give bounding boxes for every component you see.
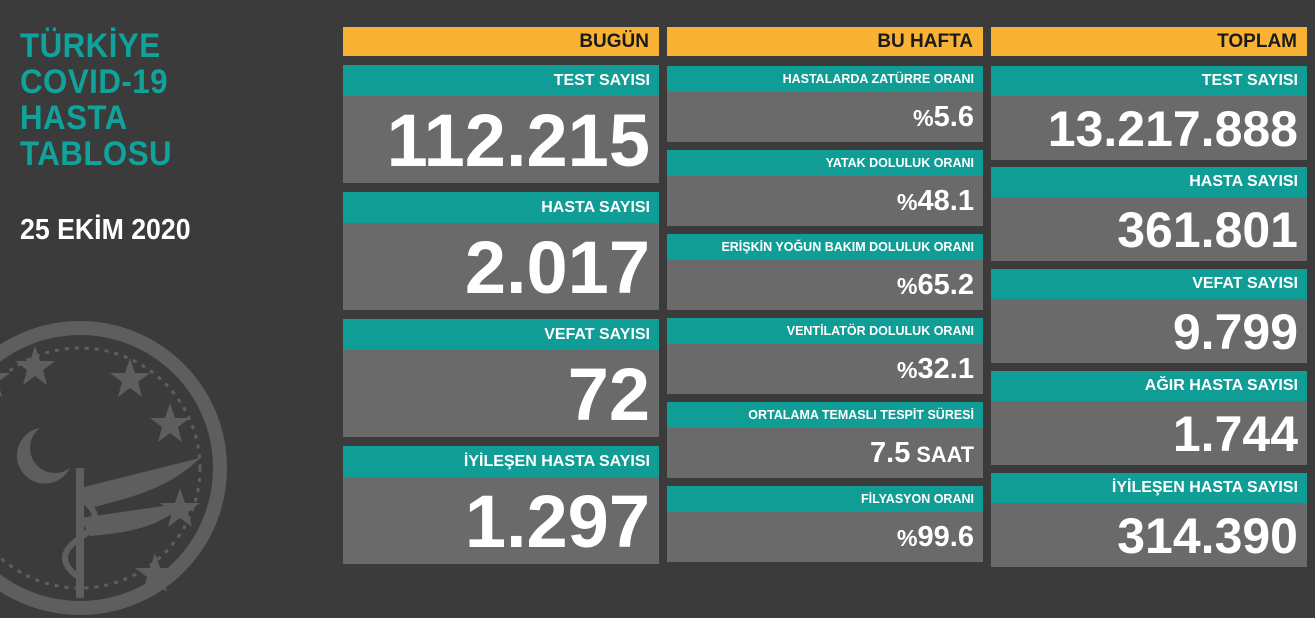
today-recovered-card: İYİLEŞEN HASTA SAYISI 1.297 (343, 446, 659, 564)
week-header: BU HAFTA (667, 27, 983, 56)
stat-value: 9.799 (991, 299, 1307, 363)
week-column: BU HAFTA HASTALARDA ZATÜRRE ORANI %5.6 Y… (667, 27, 983, 567)
ministry-of-health-emblem-icon (0, 321, 227, 615)
stat-label: AĞIR HASTA SAYISI (991, 371, 1307, 401)
total-test-card: TEST SAYISI 13.217.888 (991, 66, 1307, 160)
stat-value: %99.6 (667, 512, 983, 562)
stat-value: %65.2 (667, 260, 983, 310)
today-header: BUGÜN (343, 27, 659, 56)
stat-value: 72 (343, 350, 659, 437)
stat-value: %32.1 (667, 344, 983, 394)
stat-label: İYİLEŞEN HASTA SAYISI (343, 446, 659, 477)
stat-number: 32.1 (917, 353, 974, 385)
stat-label: FİLYASYON ORANI (667, 486, 983, 512)
stat-label: TEST SAYISI (343, 65, 659, 96)
stat-value: 13.217.888 (991, 96, 1307, 160)
stat-label: VEFAT SAYISI (991, 269, 1307, 299)
stat-label: ORTALAMA TEMASLI TESPİT SÜRESİ (667, 402, 983, 428)
week-icu-card: ERİŞKİN YOĞUN BAKIM DOLULUK ORANI %65.2 (667, 234, 983, 310)
title-line: COVID-19 (20, 63, 168, 101)
week-pneumonia-card: HASTALARDA ZATÜRRE ORANI %5.6 (667, 66, 983, 142)
total-deaths-card: VEFAT SAYISI 9.799 (991, 269, 1307, 363)
stat-prefix: % (896, 525, 918, 551)
stat-label: VEFAT SAYISI (343, 319, 659, 350)
stat-number: 48.1 (917, 185, 974, 217)
title-line: TÜRKİYE (20, 27, 161, 65)
total-cases-card: HASTA SAYISI 361.801 (991, 167, 1307, 261)
stat-label: ERİŞKİN YOĞUN BAKIM DOLULUK ORANI (667, 234, 983, 260)
week-bed-card: YATAK DOLULUK ORANI %48.1 (667, 150, 983, 226)
stat-value: %5.6 (667, 92, 983, 142)
total-header: TOPLAM (991, 27, 1307, 56)
stat-number: 65.2 (917, 269, 974, 301)
stat-prefix: % (896, 357, 918, 383)
title-line: TABLOSU (20, 135, 173, 173)
stat-label: TEST SAYISI (991, 66, 1307, 96)
stat-label: HASTA SAYISI (991, 167, 1307, 197)
stat-value: 2.017 (343, 223, 659, 310)
stat-value: 112.215 (343, 96, 659, 183)
stat-label: İYİLEŞEN HASTA SAYISI (991, 473, 1307, 503)
page-title: TÜRKİYE COVID-19 HASTA TABLOSU (20, 28, 172, 172)
today-cases-card: HASTA SAYISI 2.017 (343, 192, 659, 310)
stat-suffix: SAAT (910, 442, 974, 467)
stat-label: HASTALARDA ZATÜRRE ORANI (667, 66, 983, 92)
stat-number: 7.5 (870, 437, 911, 469)
stat-label: HASTA SAYISI (343, 192, 659, 223)
stat-number: 99.6 (917, 521, 974, 553)
stat-label: VENTİLATÖR DOLULUK ORANI (667, 318, 983, 344)
stat-value: 1.297 (343, 477, 659, 564)
today-test-card: TEST SAYISI 112.215 (343, 65, 659, 183)
week-ventilator-card: VENTİLATÖR DOLULUK ORANI %32.1 (667, 318, 983, 394)
today-column: BUGÜN TEST SAYISI 112.215 HASTA SAYISI 2… (343, 27, 659, 567)
stat-number: 5.6 (933, 101, 974, 133)
total-recovered-card: İYİLEŞEN HASTA SAYISI 314.390 (991, 473, 1307, 567)
stat-label: YATAK DOLULUK ORANI (667, 150, 983, 176)
stat-value: 314.390 (991, 503, 1307, 567)
week-filiation-card: FİLYASYON ORANI %99.6 (667, 486, 983, 562)
stat-value: 361.801 (991, 197, 1307, 261)
today-deaths-card: VEFAT SAYISI 72 (343, 319, 659, 437)
total-critical-card: AĞIR HASTA SAYISI 1.744 (991, 371, 1307, 465)
title-line: HASTA (20, 99, 128, 137)
stat-value: 7.5 SAAT (667, 428, 983, 478)
week-contact-time-card: ORTALAMA TEMASLI TESPİT SÜRESİ 7.5 SAAT (667, 402, 983, 478)
report-date: 25 EKİM 2020 (20, 214, 191, 246)
stat-value: 1.744 (991, 401, 1307, 465)
stat-prefix: % (913, 105, 934, 131)
stat-prefix: % (896, 273, 918, 299)
stat-prefix: % (896, 189, 918, 215)
stat-value: %48.1 (667, 176, 983, 226)
total-column: TOPLAM TEST SAYISI 13.217.888 HASTA SAYI… (991, 27, 1307, 567)
